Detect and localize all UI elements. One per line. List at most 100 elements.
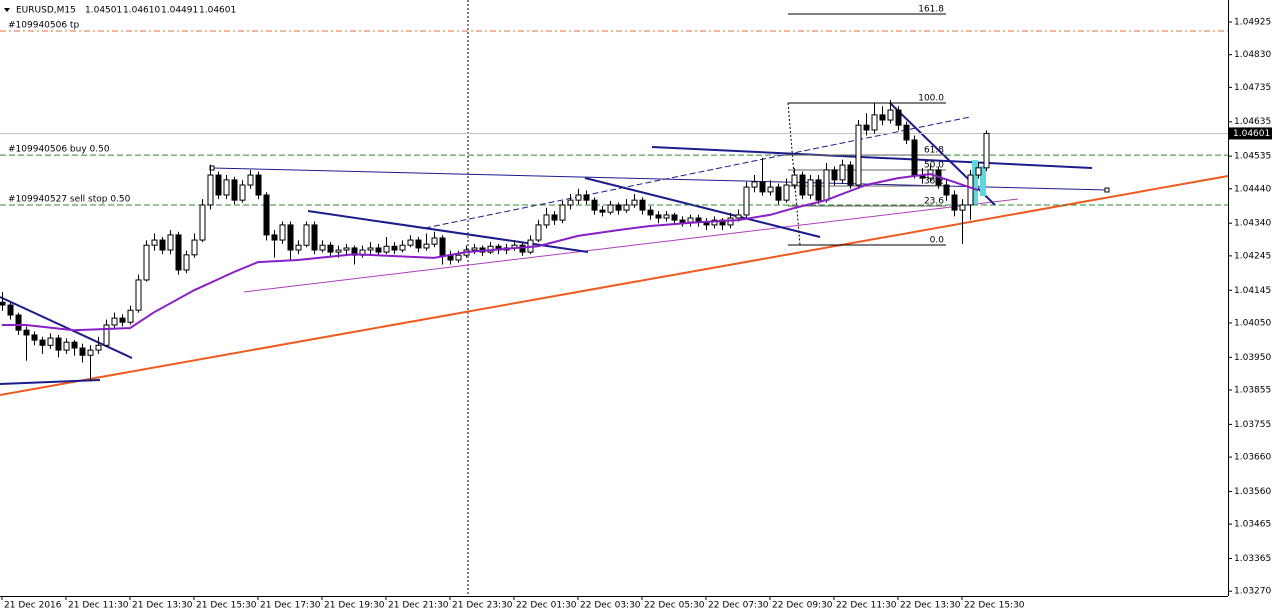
candle-body: [647, 209, 654, 216]
candle-body: [295, 244, 302, 251]
candle-body: [575, 194, 582, 201]
candle-body: [23, 329, 30, 336]
candle-body: [951, 194, 958, 211]
candle-body: [55, 337, 62, 351]
y-tick-label: 1.04925: [1234, 18, 1271, 28]
candle-body: [471, 247, 478, 251]
candle-body: [679, 219, 686, 223]
candle-body: [455, 254, 462, 261]
candle-body: [767, 186, 774, 193]
candle-body: [271, 234, 278, 241]
high-value: 1.04610: [123, 6, 160, 16]
y-tick-label: 1.04535: [1234, 152, 1271, 162]
candle-body: [79, 347, 86, 356]
candle-body: [591, 199, 598, 211]
candle-body: [287, 224, 294, 251]
candle-body: [607, 204, 614, 213]
trend-line: [584, 177, 821, 238]
candle-body: [119, 317, 126, 323]
candle-body: [847, 164, 854, 186]
candle-body: [135, 279, 142, 311]
candle-body: [863, 124, 870, 131]
candle-body: [199, 204, 206, 241]
candle-body: [639, 199, 646, 211]
fibo-label: 100.0: [918, 94, 944, 104]
y-tick-label: 1.04050: [1234, 318, 1271, 328]
candle-body: [87, 349, 94, 356]
x-tick-label: 22 Dec 15:30: [964, 601, 1025, 611]
candle-body: [15, 314, 22, 331]
x-tick-label: 22 Dec 05:30: [644, 601, 705, 611]
candle-body: [655, 214, 662, 219]
y-tick-label: 1.03950: [1234, 353, 1271, 363]
candle-body: [71, 341, 78, 349]
candle-body: [383, 245, 390, 253]
candle-body: [151, 239, 158, 246]
candle-body: [599, 209, 606, 213]
candle-body: [47, 337, 54, 346]
low-value: 1.04491: [161, 6, 198, 16]
x-tick-label: 21 Dec 19:30: [324, 601, 385, 611]
candle-body: [743, 186, 750, 216]
candle-body: [711, 219, 718, 226]
candle-body: [239, 184, 246, 201]
candle-body: [855, 124, 862, 186]
candle-body: [911, 139, 918, 176]
candle-body: [791, 174, 798, 186]
symbol: EURUSD,M15: [16, 6, 76, 16]
trend-line: [0, 175, 1229, 396]
candle-body: [255, 174, 262, 196]
candle-body: [671, 214, 678, 221]
candle-body: [615, 204, 622, 211]
fibo-label: 23.6: [924, 197, 944, 207]
candle-body: [39, 339, 46, 346]
candle-body: [335, 249, 342, 253]
candle-body: [215, 174, 222, 196]
trend-line: [0, 379, 101, 385]
x-tick-label: 22 Dec 03:30: [580, 601, 641, 611]
x-tick-label: 22 Dec 09:30: [772, 601, 833, 611]
y-tick-label: 1.03855: [1234, 385, 1271, 395]
candle-body: [799, 174, 806, 196]
y-tick-label: 1.04830: [1234, 50, 1271, 60]
x-tick-label: 21 Dec 11:30: [68, 601, 129, 611]
anchor-point: [1104, 187, 1110, 193]
candle-body: [375, 247, 382, 253]
fibo-label: 50.0: [924, 161, 944, 171]
candle-body: [559, 204, 566, 221]
x-tick-label: 21 Dec 17:30: [260, 601, 321, 611]
y-tick-label: 1.04635: [1234, 117, 1271, 127]
candle-body: [191, 239, 198, 256]
candle-body: [143, 244, 150, 281]
y-tick-label: 1.03660: [1234, 453, 1271, 463]
order-label: #109940506 tp: [8, 20, 79, 30]
candle-body: [0, 301, 6, 306]
candle-body: [415, 239, 422, 249]
candle-body: [247, 174, 254, 186]
candle-body: [887, 109, 894, 121]
candle-body: [687, 217, 694, 223]
moving-average: [2, 172, 979, 332]
candle-body: [775, 186, 782, 201]
order-label: #109940506 buy 0.50: [8, 145, 110, 155]
candles: [0, 100, 990, 382]
y-tick-label: 1.04340: [1234, 219, 1271, 229]
x-tick-label: 21 Dec 21:30: [388, 601, 449, 611]
candle-body: [159, 239, 166, 251]
candle-body: [319, 244, 326, 251]
x-tick-label: 22 Dec 13:30: [900, 601, 961, 611]
candle-body: [663, 214, 670, 219]
candle-body: [903, 124, 910, 141]
trend-line: [0, 296, 133, 359]
menu-triangle[interactable]: [4, 8, 10, 12]
candle-body: [807, 179, 814, 196]
candle-body: [519, 244, 526, 253]
candle-body: [407, 239, 414, 246]
candle-body: [367, 247, 374, 251]
candle-body: [543, 214, 550, 226]
x-tick-label: 22 Dec 01:30: [516, 601, 577, 611]
candle-body: [311, 224, 318, 251]
